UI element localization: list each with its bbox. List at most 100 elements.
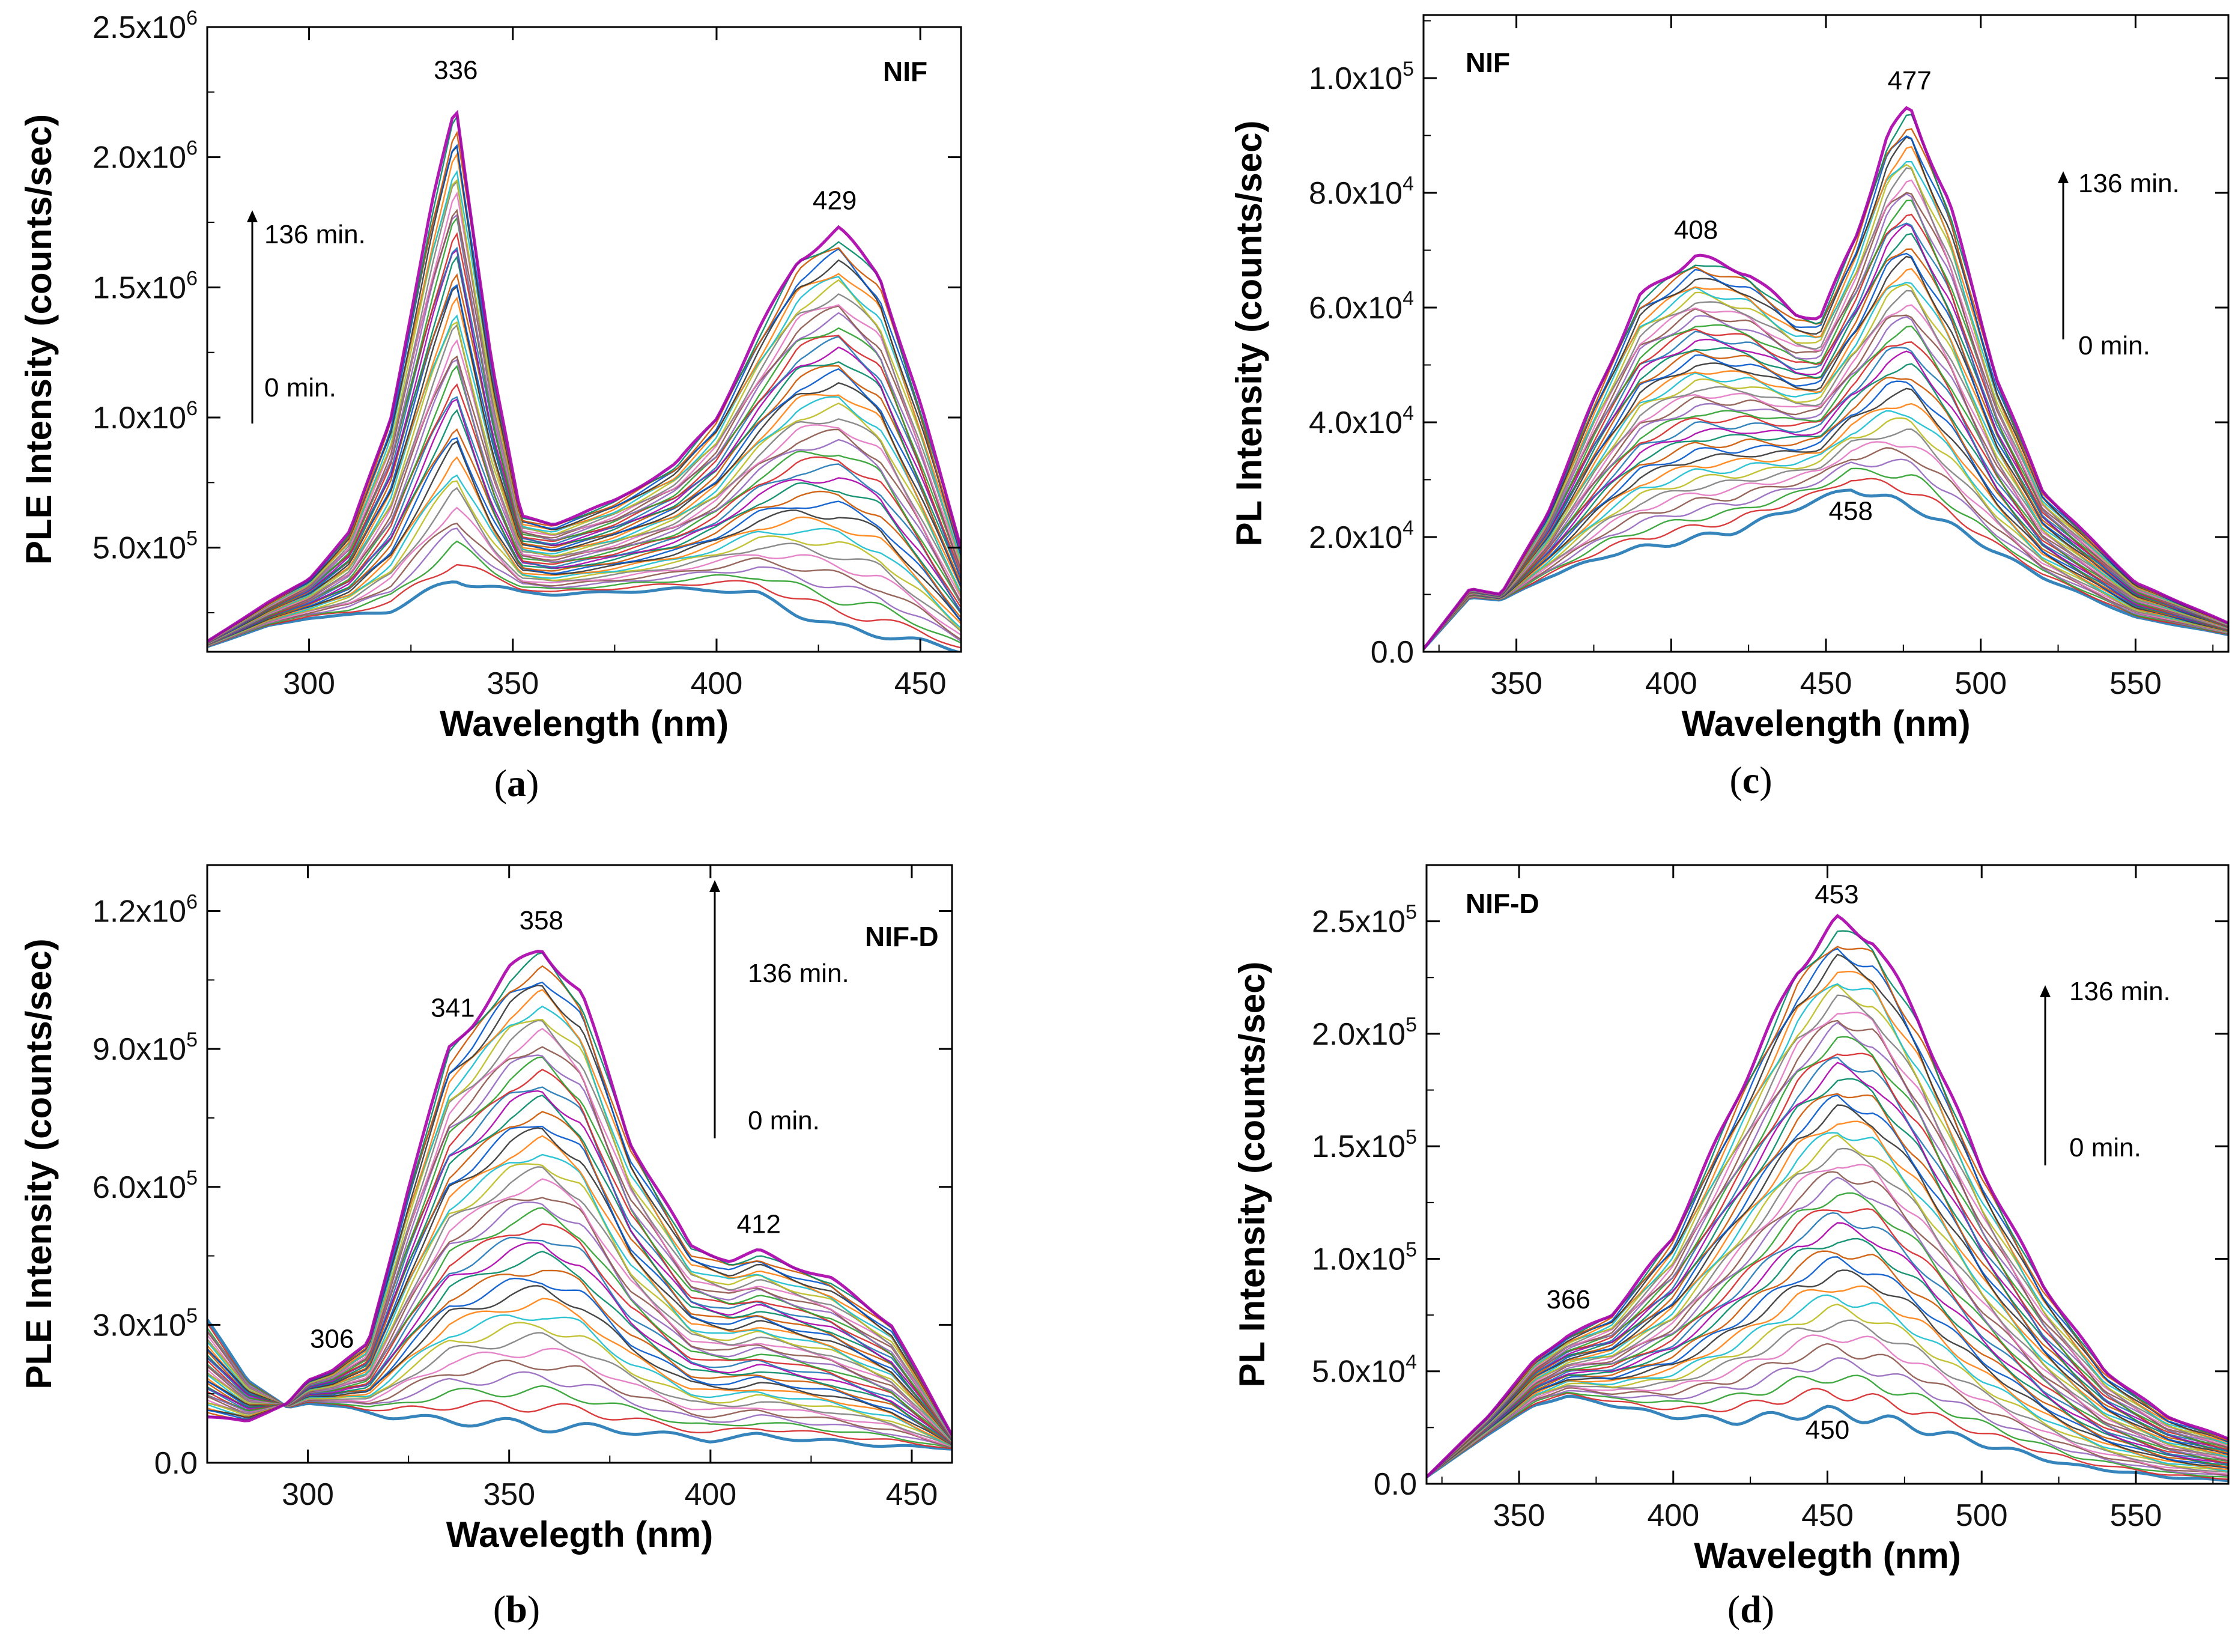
y-tick-mantissa: 2.5x10 [92,10,186,45]
series-line [1427,1357,2228,1478]
series-line [207,152,961,643]
series-name-label: NIF [1466,47,1510,78]
series-line [207,213,961,643]
y-tick-mantissa: 5.0x10 [92,531,186,566]
chart-panel-a: 300 350 400 4505.0x1051.0x1061.5x1062.0x106… [19,7,962,804]
y-tick-mantissa: 1.0x10 [1309,61,1403,96]
peak-label: 458 [1829,496,1873,526]
peak-label: 408 [1674,215,1718,244]
panel-label-letter: c [1742,759,1759,801]
series-group [207,109,961,652]
y-tick-mantissa: 1.5x10 [92,270,186,305]
peak-label: 450 [1806,1415,1849,1445]
series-line [207,540,961,647]
y-tick-label: 3.0x105 [92,1304,198,1343]
peak-label: 477 [1887,66,1931,96]
panel-label-paren-close: ) [526,762,539,804]
series-line [207,1242,952,1445]
peak-label: 358 [520,906,563,935]
series-line [1427,1394,2228,1483]
y-tick-label: 1.0x105 [1312,1238,1417,1277]
chart-panel-d: 350 400 450 500 5500.05.0x1041.0x1051.5x1052… [1232,864,2230,1630]
series-line [207,1330,952,1448]
x-tick-label: 400 [1645,666,1697,701]
y-tick-exponent: 5 [1406,1126,1417,1149]
y-tick-label: 2.0x106 [92,137,198,175]
series-line [207,1019,952,1438]
x-tick-label: 500 [1956,1498,2008,1533]
series-line [207,580,961,652]
y-tick-label: 1.0x106 [92,397,198,436]
y-tick-label: 5.0x105 [92,527,198,566]
x-tick-label: 450 [1801,1498,1854,1533]
series-line [207,1095,952,1440]
series-line [207,178,961,643]
series-line [1427,1294,2228,1478]
series-line [1427,994,2228,1478]
time-arrow-head-icon [709,880,720,892]
y-tick-mantissa: 8.0x10 [1309,176,1403,211]
y-tick-exponent: 5 [1406,1238,1417,1261]
x-axis-title: Wavelegth (nm) [1694,1535,1961,1576]
series-line [1424,410,2228,649]
x-tick-label: 450 [1800,666,1852,701]
y-tick-mantissa: 2.0x10 [1312,1017,1406,1052]
series-line [207,145,961,643]
series-line [1427,1171,2228,1478]
series-line [207,952,952,1436]
panel-label-paren-open: ( [1727,1588,1740,1630]
y-tick-label: 2.0x105 [1312,1013,1417,1052]
y-tick-exponent: 4 [1403,402,1414,425]
y-tick-exponent: 4 [1406,1351,1417,1374]
y-tick-label: 6.0x105 [92,1167,198,1205]
series-line [1427,947,2228,1478]
y-tick-exponent: 4 [1403,287,1414,310]
x-tick-label: 350 [487,666,539,701]
y-tick-exponent: 6 [186,7,198,29]
y-tick-mantissa: 4.0x10 [1309,405,1403,440]
x-axis-title: Wavelegth (nm) [446,1514,713,1555]
series-line [1424,478,2228,649]
panel-label: (a) [494,762,539,804]
series-line [1424,380,2228,649]
y-tick-exponent: 5 [1403,58,1414,80]
panel-label-paren-open: ( [494,762,507,804]
series-line [207,1127,952,1441]
series-line [207,487,961,646]
x-tick-label: 450 [894,666,947,701]
series-line [207,396,961,645]
y-tick-mantissa: 0.0 [1371,635,1414,670]
y-tick-exponent: 4 [1403,517,1414,539]
y-tick-exponent: 5 [186,527,198,550]
time-arrow-start-label: 0 min. [748,1106,820,1135]
series-line [207,109,961,643]
series-line [1427,1269,2228,1478]
time-arrow-head-icon [247,210,258,222]
series-line [207,989,952,1437]
series-line [1427,1222,2228,1478]
y-tick-mantissa: 5.0x10 [1312,1355,1406,1389]
series-line [207,255,961,644]
panel-label-paren-open: ( [1729,759,1742,801]
time-arrow-head-icon [2058,171,2069,183]
peak-label: 341 [431,994,475,1023]
series-line [1424,290,2228,649]
series-line [207,321,961,645]
y-tick-exponent: 4 [1403,172,1414,195]
x-axis-title: Wavelength (nm) [440,703,729,744]
y-tick-mantissa: 1.2x10 [92,894,186,929]
peak-label: 429 [813,186,857,215]
y-axis-title: PL Intensity (counts/sec) [1229,120,1269,546]
plot-frame [206,26,962,653]
y-tick-exponent: 6 [186,137,198,160]
series-line [1427,1036,2228,1478]
time-arrow-end-label: 136 min. [748,959,849,988]
series-line [1424,387,2228,649]
x-tick-label: 550 [2110,1498,2162,1533]
y-tick-label: 8.0x104 [1309,172,1414,211]
y-axis-title: PL Intensity (counts/sec) [1232,961,1272,1387]
peak-label: 366 [1546,1285,1590,1314]
series-line [207,984,952,1437]
series-line [1427,1057,2228,1478]
panel-label-paren-close: ) [1759,759,1772,801]
